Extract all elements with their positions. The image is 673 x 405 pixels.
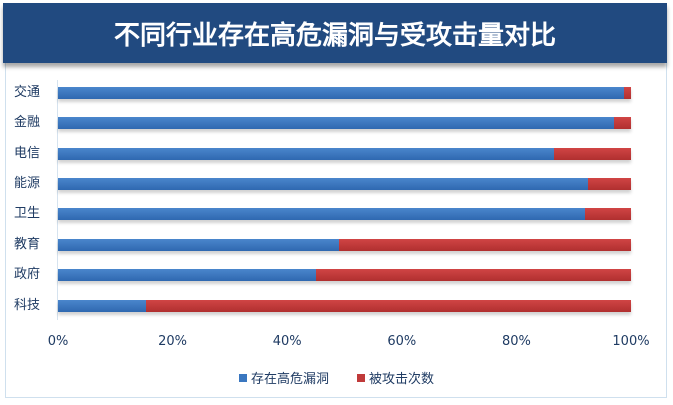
x-tick-label: 40% xyxy=(272,334,302,349)
chart-title: 不同行业存在高危漏洞与受攻击量对比 xyxy=(113,20,556,51)
title-banner: 不同行业存在高危漏洞与受攻击量对比 xyxy=(3,3,667,63)
stacked-bar xyxy=(58,117,631,129)
bar-segment-attacks xyxy=(624,87,631,99)
category-label: 能源 xyxy=(14,176,41,191)
bar-segment-attacks xyxy=(553,148,631,160)
bar-segment-attacks xyxy=(315,269,631,281)
bar-segment-vulnerability xyxy=(58,117,614,129)
legend: 存在高危漏洞 被攻击次数 xyxy=(0,368,673,387)
x-tick-label: 0% xyxy=(47,334,69,349)
bar-segment-attacks xyxy=(613,117,631,129)
x-tick-label: 100% xyxy=(612,334,650,349)
stacked-bar xyxy=(58,178,631,190)
stacked-bar xyxy=(58,208,631,220)
stacked-bar xyxy=(58,87,631,99)
bar-segment-vulnerability xyxy=(58,87,625,99)
bar-segment-vulnerability xyxy=(58,239,339,251)
bar-segment-attacks xyxy=(146,300,631,312)
y-axis-line xyxy=(57,80,58,320)
category-label: 政府 xyxy=(14,267,41,282)
category-label: 电信 xyxy=(14,146,41,161)
stacked-bar xyxy=(58,239,631,251)
stacked-bar xyxy=(58,300,631,312)
legend-label: 被攻击次数 xyxy=(369,372,435,387)
category-label: 科技 xyxy=(14,298,41,313)
legend-swatch-red xyxy=(357,373,365,382)
bar-segment-vulnerability xyxy=(58,300,147,312)
bar-segment-vulnerability xyxy=(58,148,554,160)
x-tick-label: 20% xyxy=(158,334,188,349)
legend-swatch-blue xyxy=(238,373,247,382)
category-label: 交通 xyxy=(14,85,41,100)
category-label: 卫生 xyxy=(14,206,41,221)
category-label: 金融 xyxy=(14,115,41,130)
x-tick-label: 60% xyxy=(387,334,417,349)
bar-segment-vulnerability xyxy=(58,269,316,281)
stacked-bar xyxy=(58,148,631,160)
bar-segment-attacks xyxy=(585,208,631,220)
legend-label: 存在高危漏洞 xyxy=(250,372,329,387)
stacked-bar xyxy=(58,269,631,281)
bar-segment-vulnerability xyxy=(58,178,589,190)
bar-segment-attacks xyxy=(338,239,631,251)
legend-item-vulnerability: 存在高危漏洞 xyxy=(238,368,329,387)
legend-item-attacks: 被攻击次数 xyxy=(357,368,434,387)
bar-segment-attacks xyxy=(588,178,631,190)
x-tick-label: 80% xyxy=(501,334,531,349)
category-label: 教育 xyxy=(14,237,41,252)
bar-segment-vulnerability xyxy=(58,208,586,220)
